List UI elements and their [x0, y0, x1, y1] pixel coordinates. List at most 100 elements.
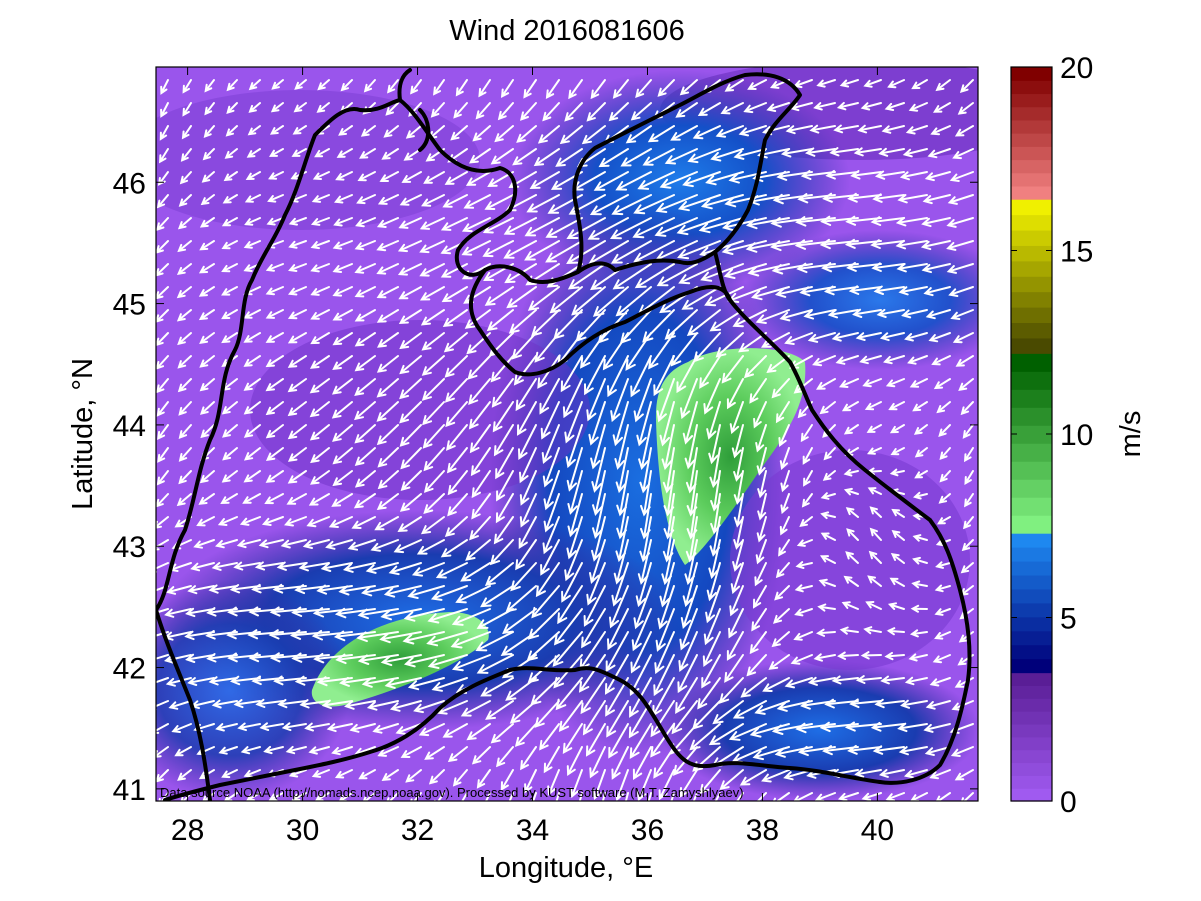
wind-arrow	[733, 470, 744, 505]
wind-arrow	[864, 401, 882, 411]
wind-arrow	[156, 769, 169, 783]
wind-arrow	[807, 676, 836, 686]
wind-arrow	[586, 102, 606, 122]
wind-arrow	[199, 401, 215, 415]
wind-arrow	[353, 493, 376, 509]
wind-arrow	[268, 171, 284, 180]
wind-arrow	[903, 769, 928, 779]
wind-arrow	[602, 332, 629, 371]
wind-arrow	[675, 677, 698, 714]
wind-arrow	[399, 401, 422, 424]
wind-arrow	[277, 698, 307, 709]
wind-arrow	[246, 148, 261, 158]
colorbar-band	[1011, 199, 1052, 216]
colorbar-band	[1011, 146, 1052, 161]
wind-arrow	[954, 125, 974, 137]
wind-arrow	[870, 721, 905, 732]
wind-arrow	[887, 602, 905, 610]
wind-arrow	[440, 217, 468, 231]
wind-arrow	[907, 355, 928, 365]
wind-arrow	[784, 677, 813, 689]
wind-arrow	[265, 309, 284, 319]
wind-arrow	[177, 378, 192, 393]
wind-arrow	[180, 148, 192, 162]
colorbar-band	[1011, 515, 1052, 534]
coastline-south-anatolia	[163, 666, 882, 801]
wind-arrow	[543, 746, 560, 774]
wind-arrow	[869, 527, 882, 541]
wind-arrow	[540, 539, 560, 576]
wind-arrow	[524, 769, 537, 794]
wind-arrow	[354, 424, 376, 444]
wind-arrow	[938, 424, 951, 437]
wind-arrow	[874, 698, 905, 709]
wind-arrow	[505, 677, 537, 701]
wind-arrow	[265, 447, 284, 461]
wind-arrow	[524, 240, 560, 261]
colorbar-band	[1011, 749, 1052, 764]
wind-arrow	[376, 309, 399, 323]
wind-arrow	[829, 147, 859, 157]
colorbar-tick-label: 20	[1060, 52, 1093, 85]
wind-arrow	[678, 631, 698, 672]
wind-arrow	[248, 652, 284, 663]
wind-arrow	[156, 700, 169, 711]
wind-arrow	[843, 575, 859, 587]
wind-arrow	[749, 378, 767, 404]
wind-arrow	[405, 769, 422, 783]
wind-arrow	[380, 654, 422, 667]
wind-arrow	[381, 148, 399, 160]
wind-arrow	[332, 332, 353, 346]
wind-arrow	[756, 516, 767, 543]
wind-arrow	[422, 401, 445, 426]
wind-arrow	[326, 723, 353, 733]
wind-arrow	[211, 562, 238, 571]
wind-arrow	[355, 217, 376, 228]
wind-arrow	[332, 355, 353, 370]
wind-arrow	[244, 194, 261, 203]
wind-arrow	[699, 355, 721, 389]
wind-arrow	[598, 148, 629, 168]
wind-arrow	[201, 171, 215, 183]
wind-arrow	[421, 378, 445, 401]
wind-arrow	[779, 516, 790, 536]
wind-arrow	[732, 700, 767, 719]
wind-arrow	[957, 102, 974, 115]
wind-arrow	[447, 746, 468, 763]
colorbar-band	[1011, 93, 1052, 108]
wind-arrow	[334, 607, 376, 619]
wind-arrow	[700, 194, 744, 210]
wind-arrow	[489, 539, 514, 566]
wind-arrow	[745, 240, 790, 253]
wind-arrow	[872, 193, 905, 203]
wind-arrow	[901, 309, 928, 319]
wind-arrow	[340, 79, 353, 92]
wind-arrow	[935, 79, 951, 92]
wind-arrow	[178, 194, 192, 207]
wind-arrow	[229, 584, 261, 594]
wind-arrow	[395, 723, 422, 735]
wind-arrow	[820, 532, 836, 541]
wind-arrow	[490, 148, 514, 165]
wind-arrow	[287, 355, 307, 368]
wind-arrow	[399, 355, 422, 375]
wind-arrow	[156, 378, 169, 394]
wind-arrow	[799, 516, 813, 527]
colorbar-band	[1011, 547, 1052, 562]
wind-arrow	[332, 286, 353, 297]
wind-arrow	[266, 217, 284, 226]
wind-arrow	[636, 401, 652, 447]
wind-arrow	[635, 79, 652, 99]
wind-arrow	[733, 148, 767, 160]
wind-arrow	[950, 746, 974, 757]
wind-arrow	[423, 447, 445, 472]
wind-arrow	[386, 79, 399, 94]
wind-arrow	[885, 792, 905, 801]
wind-arrow	[447, 470, 468, 496]
wind-arrow	[450, 125, 468, 141]
wind-arrow	[316, 102, 330, 113]
wind-arrow	[281, 722, 307, 732]
wind-arrow	[492, 401, 514, 433]
wind-arrow	[630, 355, 652, 398]
